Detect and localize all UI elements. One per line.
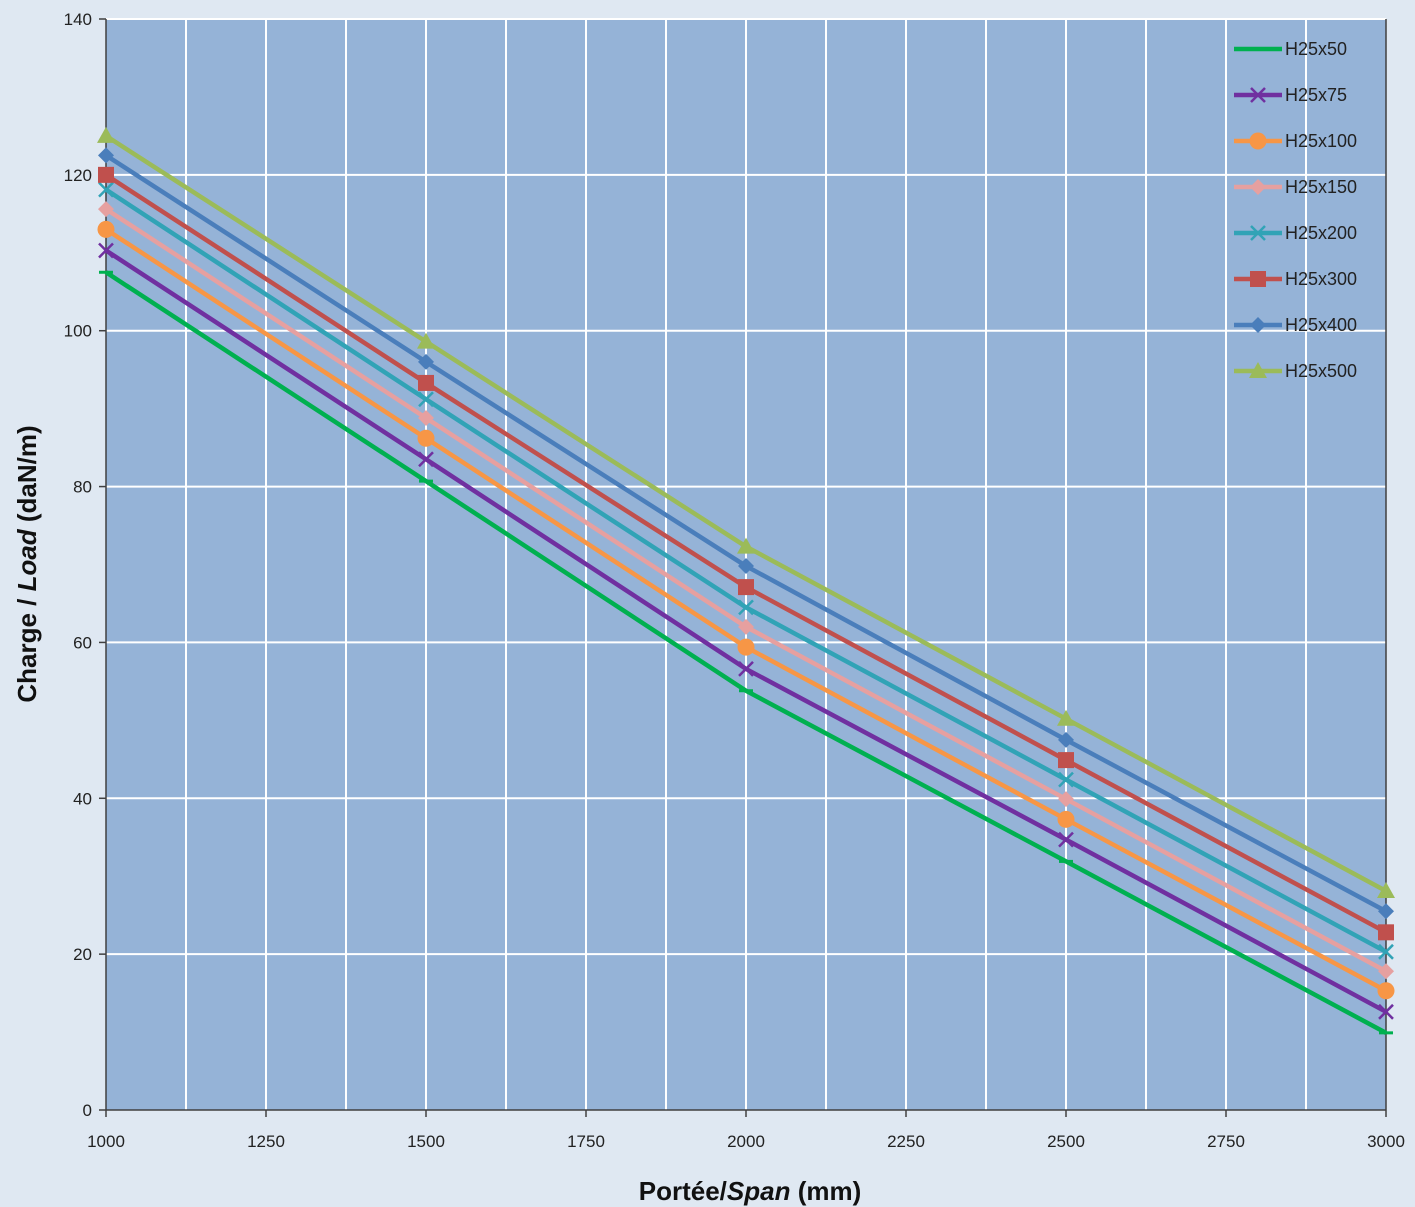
series-h25x400 [98, 147, 1394, 920]
legend-item: H25x75 [1234, 85, 1347, 105]
grid-lines [106, 18, 1386, 1110]
x-tick-label: 1250 [247, 1132, 285, 1151]
y-tick-label: 120 [64, 166, 92, 185]
y-axis-title-main: Charge / [12, 591, 42, 702]
legend-item: H25x500 [1234, 361, 1357, 381]
legend-label: H25x50 [1285, 39, 1347, 59]
x-axis-title: Portée/Span (mm) [639, 1176, 862, 1206]
data-point [1057, 709, 1075, 726]
legend-item: H25x200 [1234, 223, 1357, 243]
legend-item: H25x100 [1234, 131, 1357, 151]
data-point [98, 242, 114, 259]
x-tick-label: 2500 [1047, 1132, 1085, 1151]
data-point [98, 181, 114, 198]
data-point [417, 332, 435, 349]
data-point [1250, 271, 1266, 287]
x-tick-label: 2000 [727, 1132, 765, 1151]
series-h25x500 [97, 126, 1395, 899]
x-axis-title-unit: (mm) [790, 1176, 861, 1206]
y-tick-label: 40 [73, 789, 92, 808]
data-point [1058, 831, 1074, 848]
axes: 0 20 40 60 80 100 120 140 1000 1250 1500 1750 2000 22… [64, 10, 1405, 1151]
data-point [1250, 87, 1266, 103]
series-h25x100 [97, 220, 1395, 1000]
data-point [1057, 810, 1075, 828]
data-point [1249, 132, 1267, 150]
x-tick-label: 1000 [87, 1132, 125, 1151]
legend: H25x50 H25x75 H25x100 H25x150 H25x200 H25x300… [1234, 39, 1357, 381]
series-layer [97, 126, 1395, 1035]
data-point [738, 661, 754, 677]
data-point [738, 618, 754, 635]
data-point [738, 579, 754, 596]
data-point [418, 391, 434, 408]
y-tick-label: 0 [83, 1101, 92, 1120]
y-tick-label: 140 [64, 10, 92, 29]
y-tick-label: 100 [64, 322, 92, 341]
legend-item: H25x50 [1234, 39, 1347, 59]
data-point [98, 147, 114, 164]
legend-label: H25x75 [1285, 85, 1347, 105]
series-h25x50 [99, 270, 1393, 1035]
data-point [1378, 943, 1394, 960]
series-h25x300 [98, 166, 1394, 941]
data-point [1058, 791, 1074, 808]
data-point [1378, 924, 1394, 941]
series-h25x150 [98, 201, 1394, 980]
legend-item: H25x400 [1234, 315, 1357, 335]
data-point [738, 558, 754, 575]
legend-label: H25x150 [1285, 177, 1357, 197]
data-point [97, 220, 115, 238]
x-axis-title-main: Portée/ [639, 1176, 727, 1206]
legend-item: H25x150 [1234, 177, 1357, 197]
data-point [418, 374, 434, 391]
x-tick-label: 3000 [1367, 1132, 1405, 1151]
series-h25x200 [98, 181, 1394, 960]
data-point [738, 599, 754, 616]
data-point [418, 353, 434, 370]
data-point [1378, 903, 1394, 920]
legend-label: H25x100 [1285, 131, 1357, 151]
y-axis-title-unit: (daN/m) [12, 425, 42, 529]
x-axis-title-italic: Span [727, 1176, 791, 1206]
series-h25x75 [98, 242, 1394, 1020]
x-tick-label: 1500 [407, 1132, 445, 1151]
data-point [1250, 225, 1266, 241]
legend-label: H25x300 [1285, 269, 1357, 289]
data-point [1377, 982, 1395, 1000]
legend-item: H25x300 [1234, 269, 1357, 289]
data-point [417, 429, 435, 447]
y-axis-title: Charge / Load (daN/m) [12, 425, 42, 702]
data-point [1058, 771, 1074, 788]
data-point [418, 451, 434, 468]
x-tick-label: 1750 [567, 1132, 605, 1151]
data-point [1377, 882, 1395, 899]
data-point [98, 201, 114, 218]
data-point [1058, 731, 1074, 748]
data-point [1250, 317, 1266, 333]
data-point [1058, 752, 1074, 769]
x-tick-label: 2250 [887, 1132, 925, 1151]
y-tick-label: 20 [73, 945, 92, 964]
data-point [97, 126, 115, 143]
x-tick-label: 2750 [1207, 1132, 1245, 1151]
data-point [1378, 963, 1394, 980]
data-point [1249, 362, 1267, 378]
legend-label: H25x400 [1285, 315, 1357, 335]
data-point [737, 537, 755, 554]
legend-label: H25x200 [1285, 223, 1357, 243]
y-axis-title-italic: Load [12, 528, 42, 591]
y-tick-label: 80 [73, 478, 92, 497]
data-point [1378, 1003, 1394, 1020]
data-point [737, 638, 755, 656]
data-point [418, 409, 434, 426]
data-point [1250, 179, 1266, 195]
legend-label: H25x500 [1285, 361, 1357, 381]
data-point [98, 166, 114, 183]
y-tick-label: 60 [73, 633, 92, 652]
